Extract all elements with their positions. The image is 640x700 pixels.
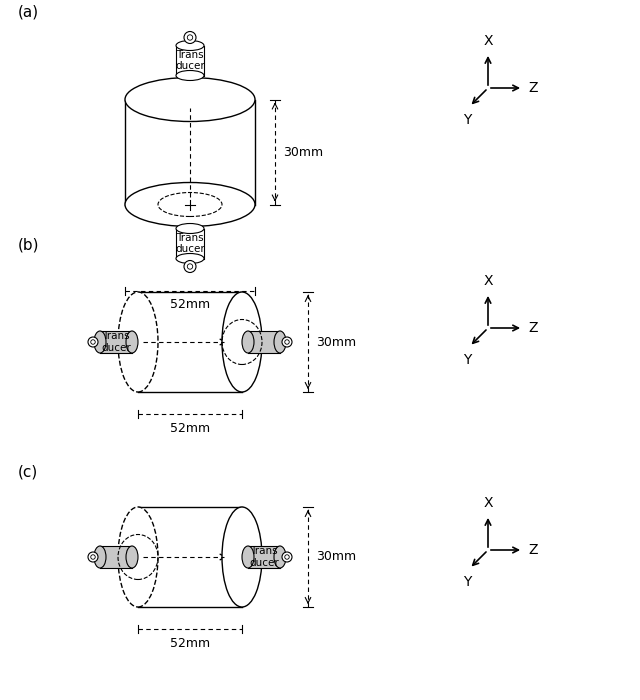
Ellipse shape — [242, 546, 254, 568]
Text: Trans
ducer: Trans ducer — [249, 546, 279, 568]
Text: X: X — [483, 496, 493, 510]
Text: Y: Y — [463, 575, 472, 589]
Polygon shape — [176, 228, 204, 258]
Circle shape — [88, 337, 98, 347]
Circle shape — [91, 554, 95, 559]
Text: Trans
ducer: Trans ducer — [175, 232, 205, 254]
Ellipse shape — [176, 71, 204, 80]
Ellipse shape — [176, 223, 204, 234]
Polygon shape — [248, 546, 280, 568]
Circle shape — [184, 260, 196, 272]
Circle shape — [285, 340, 289, 344]
Polygon shape — [138, 507, 242, 607]
Ellipse shape — [125, 183, 255, 227]
Ellipse shape — [176, 253, 204, 263]
Circle shape — [91, 340, 95, 344]
Text: X: X — [483, 34, 493, 48]
Text: Trans
ducer: Trans ducer — [175, 50, 205, 71]
Text: Y: Y — [463, 113, 472, 127]
Text: (c): (c) — [18, 465, 38, 480]
Text: (a): (a) — [18, 4, 39, 20]
Circle shape — [282, 337, 292, 347]
Text: 52mm: 52mm — [170, 637, 210, 650]
Polygon shape — [138, 292, 242, 392]
Text: Z: Z — [528, 543, 538, 557]
Circle shape — [285, 554, 289, 559]
Text: 52mm: 52mm — [170, 298, 210, 312]
Text: X: X — [483, 274, 493, 288]
Ellipse shape — [274, 546, 286, 568]
Polygon shape — [248, 331, 280, 353]
Polygon shape — [100, 331, 132, 353]
Text: Trans
ducer: Trans ducer — [101, 331, 131, 353]
Polygon shape — [100, 546, 132, 568]
Polygon shape — [176, 46, 204, 76]
Ellipse shape — [222, 507, 262, 607]
Text: 30mm: 30mm — [316, 335, 356, 349]
Text: 52mm: 52mm — [170, 422, 210, 435]
Text: (b): (b) — [18, 237, 40, 253]
Ellipse shape — [125, 78, 255, 122]
Polygon shape — [125, 99, 255, 204]
Ellipse shape — [126, 546, 138, 568]
Ellipse shape — [274, 331, 286, 353]
Circle shape — [88, 552, 98, 562]
Circle shape — [282, 552, 292, 562]
Text: 30mm: 30mm — [283, 146, 323, 158]
Ellipse shape — [94, 331, 106, 353]
Ellipse shape — [176, 41, 204, 50]
Text: Z: Z — [528, 321, 538, 335]
Circle shape — [184, 32, 196, 43]
Circle shape — [188, 264, 193, 270]
Text: Y: Y — [463, 353, 472, 367]
Ellipse shape — [242, 331, 254, 353]
Ellipse shape — [126, 331, 138, 353]
Ellipse shape — [222, 292, 262, 392]
Ellipse shape — [118, 507, 158, 607]
Ellipse shape — [118, 292, 158, 392]
Ellipse shape — [94, 546, 106, 568]
Text: 30mm: 30mm — [316, 550, 356, 564]
Circle shape — [188, 35, 193, 40]
Text: Z: Z — [528, 81, 538, 95]
